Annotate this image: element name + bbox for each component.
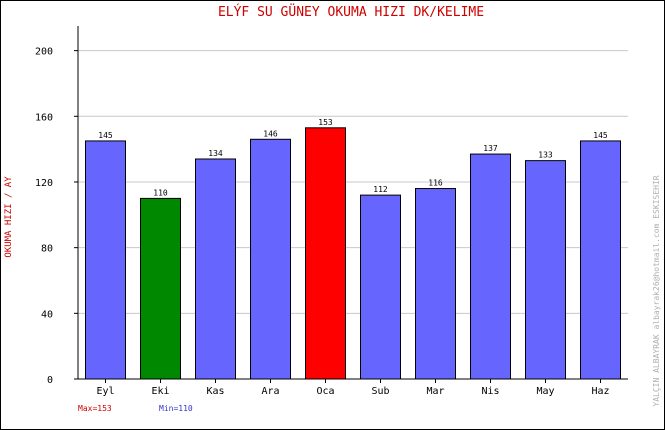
- x-tick-label: Mar: [426, 386, 444, 397]
- bar: [415, 188, 456, 380]
- x-tick-label: Kas: [206, 386, 224, 397]
- x-tick-label: May: [536, 386, 554, 397]
- bar: [470, 153, 511, 380]
- bar: [250, 138, 291, 380]
- y-tick-label: 80: [41, 244, 53, 255]
- x-tick-label: Nis: [481, 386, 499, 397]
- y-tick-label: 160: [35, 112, 53, 123]
- watermark-text: YALÇIN ALBAYRAK albayrak26@hotmail.com E…: [652, 175, 661, 406]
- data-labels: 145 110 134 146 153 112 116 137 133 145: [98, 118, 608, 198]
- min-value-label: Min=110: [159, 404, 193, 413]
- x-tick-label: Oca: [316, 386, 334, 397]
- x-ticks: Eyl Eki Kas Ara Oca Sub Mar Nis May Haz: [96, 379, 610, 397]
- x-tick-label: Ara: [261, 386, 279, 397]
- data-label: 153: [318, 118, 333, 127]
- x-tick-label: Sub: [371, 386, 389, 397]
- axes: [77, 26, 628, 380]
- bar: [525, 160, 566, 380]
- data-label: 116: [428, 179, 443, 188]
- bar: [85, 140, 126, 380]
- data-label: 110: [153, 188, 168, 197]
- data-label: 145: [98, 131, 113, 140]
- bar: [305, 127, 346, 380]
- bar: [360, 194, 401, 380]
- data-label: 112: [373, 185, 388, 194]
- x-tick-label: Eyl: [96, 386, 114, 397]
- data-label: 137: [483, 144, 498, 153]
- data-label: 146: [263, 129, 278, 138]
- y-tick-label: 200: [35, 47, 53, 58]
- data-label: 134: [208, 149, 223, 158]
- chart-title: ELÝF SU GÜNEY OKUMA HIZI DK/KELIME: [218, 3, 484, 20]
- y-tick-label: 0: [47, 375, 53, 386]
- x-tick-label: Haz: [591, 386, 609, 397]
- bar: [140, 197, 181, 380]
- data-label: 145: [593, 131, 608, 140]
- bar: [195, 158, 236, 380]
- max-value-label: Max=153: [78, 404, 112, 413]
- bars: [85, 127, 621, 380]
- y-ticks: 0 40 80 120 160 200: [35, 47, 78, 386]
- y-tick-label: 120: [35, 178, 53, 189]
- y-tick-label: 40: [41, 309, 53, 320]
- y-axis-label: OKUMA HIZI / AY: [4, 176, 14, 258]
- bar: [580, 140, 621, 380]
- x-tick-label: Eki: [151, 386, 169, 397]
- data-label: 133: [538, 151, 553, 160]
